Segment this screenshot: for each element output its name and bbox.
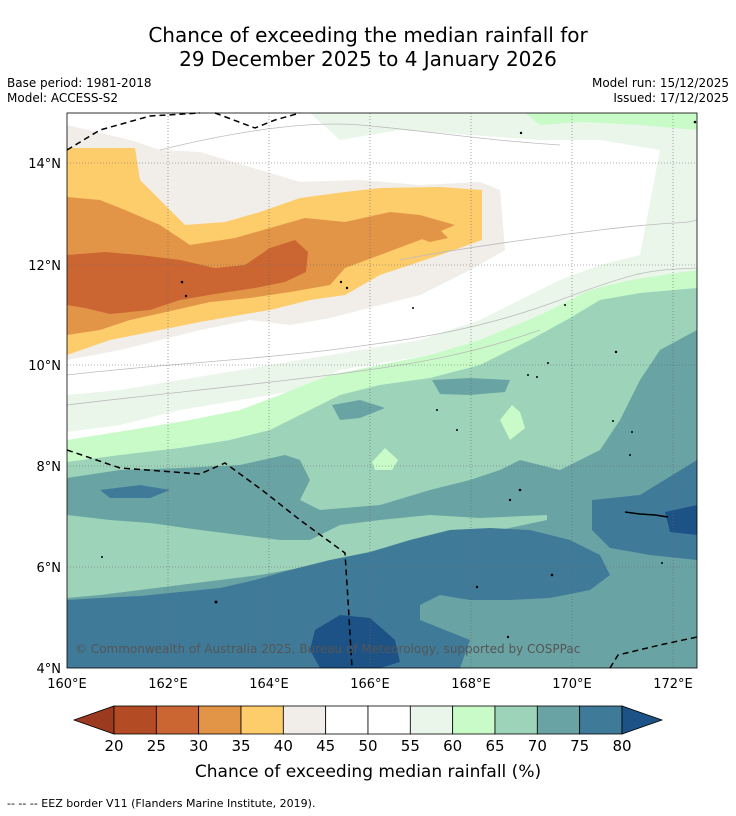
colorbar-tick-45: 45 [316,737,335,755]
colorbar-segment-40-45 [282,705,327,735]
map-title-line1: Chance of exceeding the median rainfall … [148,23,588,47]
contour-lines [67,123,697,406]
lon-label-164: 164°E [249,677,289,692]
colorbar-extend-high [621,705,664,735]
field-patch-75-mid [332,400,385,420]
colorbar-extend-low [72,705,115,735]
issued-date: Issued: 17/12/2025 [613,91,729,105]
lon-label-170: 170°E [552,677,592,692]
lon-label-162: 162°E [148,677,188,692]
map-title-line2: 29 December 2025 to 4 January 2026 [179,47,557,71]
lat-label-14: 14°N [28,157,61,172]
lon-label-168: 168°E [451,677,491,692]
colorbar-tick-60: 60 [443,737,462,755]
field-patch-light-2 [372,448,398,470]
eez-borders [66,112,698,669]
field-band-60 [67,113,697,432]
marshall-islands-atoll [624,511,669,518]
lat-label-6: 6°N [37,561,62,576]
colorbar-tick-55: 55 [401,737,420,755]
colorbar-tick-25: 25 [147,737,166,755]
model-run: Model run: 15/12/2025 [591,76,729,90]
field-band-80 [67,528,610,668]
eez-footnote: -- -- -- EEZ border V11 (Flanders Marine… [7,797,316,810]
colorbar-segment-65-70 [494,705,538,735]
probability-field [67,113,697,668]
lon-label-172: 172°E [653,677,693,692]
colorbar-segment-70-75 [536,705,581,735]
field-patch-light-1 [500,405,525,440]
colorbar-segment-25-30 [155,705,200,735]
axis-labels: 160°E 162°E 164°E 166°E 168°E 170°E 172°… [28,157,693,692]
lat-label-10: 10°N [28,359,61,374]
lat-label-4: 4°N [37,662,62,677]
field-band-35-patch [410,226,448,242]
colorbar-title: Chance of exceeding median rainfall (%) [194,762,542,782]
colorbar-tick-65: 65 [485,737,504,755]
field-band-65-north [525,113,697,130]
lat-label-8: 8°N [37,460,62,475]
meta-left: Base period: 1981-2018 Model: ACCESS-S2 [7,76,152,106]
colorbar-tick-70: 70 [528,737,547,755]
model-name: Model: ACCESS-S2 [7,91,119,105]
copyright-text: © Commonwealth of Australia 2025, Bureau… [75,642,580,656]
colorbar-tick-30: 30 [189,737,208,755]
colorbar-segment-30-35 [198,705,242,735]
meta-right: Model run: 15/12/2025 Issued: 17/12/2025 [592,76,729,106]
lat-label-12: 12°N [28,259,61,274]
colorbar-tick-35: 35 [231,737,250,755]
colorbar-tick-50: 50 [358,737,377,755]
colorbar-segment-35-40 [240,705,284,735]
gridlines [67,113,697,668]
islands [101,120,697,639]
field-band-80-west [100,485,170,498]
field-band-above-80 [310,615,400,668]
field-band-80-east [592,460,697,560]
colorbar-tick-20: 20 [104,737,123,755]
colorbar-segment-50-55 [367,705,411,735]
colorbar-tick-75: 75 [570,737,589,755]
lon-label-166: 166°E [350,677,390,692]
colorbar-segment-75-80 [579,705,623,735]
map-frame [66,112,698,669]
colorbar-segment-55-60 [409,705,454,735]
colorbar-tick-40: 40 [274,737,293,755]
base-period: Base period: 1981-2018 [7,76,152,90]
colorbar: 20 25 30 35 40 45 50 55 60 65 70 75 80 [72,705,664,755]
colorbar-segment-60-65 [452,705,496,735]
field-band-30 [67,240,308,314]
lon-label-160: 160°E [47,677,87,692]
colorbar-segment-20-25 [113,705,157,735]
colorbar-tick-80: 80 [612,737,631,755]
colorbar-segment-45-50 [325,705,369,735]
